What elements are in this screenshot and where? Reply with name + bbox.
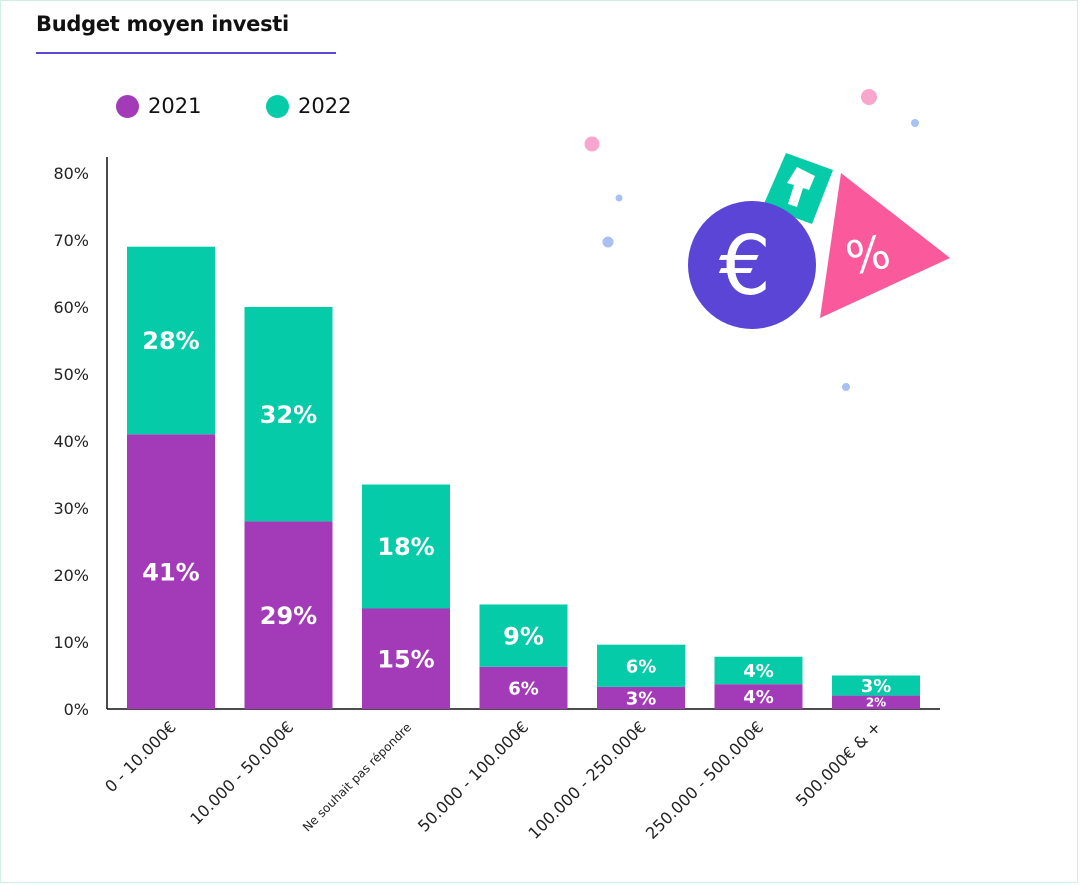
y-tick-label: 80% [53, 164, 89, 183]
decor-dot [615, 194, 623, 202]
decor-dot [602, 236, 614, 248]
bar-value-label: 29% [260, 602, 317, 630]
legend-label-2021: 2021 [148, 94, 202, 118]
legend-item-2021: 2021 [116, 94, 201, 118]
bar-value-label: 3% [861, 676, 892, 697]
y-tick-label: 0% [64, 700, 89, 719]
bar-value-label: 6% [508, 678, 539, 699]
y-tick-label: 60% [53, 298, 89, 317]
legend-label-2022: 2022 [298, 94, 352, 118]
bar-segment [714, 656, 803, 685]
bar-segment [127, 434, 215, 709]
x-category-label: 500.000€ & + [792, 717, 885, 810]
legend-swatch-2022 [266, 94, 289, 118]
x-category-label: 10.000 - 50.000€ [186, 717, 297, 828]
y-tick-label: 40% [53, 432, 89, 451]
y-tick-label: 70% [53, 231, 89, 250]
bar-value-label: 32% [260, 401, 317, 429]
bar-value-label: 2% [866, 696, 886, 710]
euro-icon: € [719, 219, 771, 314]
bar-value-label: 4% [743, 687, 774, 708]
bar-value-label: 9% [503, 622, 544, 650]
bar-segment [597, 686, 685, 709]
decor-dot [861, 89, 877, 105]
x-category-label: 100.000 - 250.000€ [524, 717, 649, 842]
chart-title: Budget moyen investi [36, 12, 289, 36]
x-category-label: 0 - 10.000€ [101, 717, 180, 796]
y-tick-label: 10% [53, 633, 89, 652]
bar-segment [479, 604, 568, 667]
bar-segment [244, 307, 333, 522]
bar-value-label: 18% [377, 533, 434, 561]
legend-swatch-2021 [116, 94, 139, 118]
bar-value-label: 15% [377, 645, 434, 673]
bar-value-label: 28% [142, 327, 199, 355]
percent-triangle [820, 173, 950, 318]
decor-dot [584, 136, 600, 152]
bar-segment [244, 521, 333, 709]
bar-segment [362, 608, 450, 709]
y-tick-label: 20% [53, 566, 89, 585]
bar-value-label: 41% [142, 558, 199, 586]
bar-value-label: 4% [743, 661, 774, 682]
x-category-label: 50.000 - 100.000€ [414, 717, 532, 835]
decor-dot [911, 119, 919, 127]
bar-segment [127, 246, 215, 435]
bar-segment [832, 675, 920, 696]
legend-item-2022: 2022 [266, 94, 351, 118]
bar-value-label: 3% [626, 688, 657, 709]
bar-segment [597, 644, 685, 687]
bar-segment [714, 684, 803, 709]
bar-segment [362, 484, 450, 609]
title-underline [36, 52, 336, 54]
up-arrow-icon [787, 167, 815, 207]
bar-segment [832, 695, 920, 709]
x-category-label: 250.000 - 500.000€ [642, 717, 767, 842]
y-tick-label: 30% [53, 499, 89, 518]
decor-dot [842, 383, 850, 391]
bar-value-label: 6% [626, 656, 657, 677]
y-tick-label: 50% [53, 365, 89, 384]
euro-coin [688, 201, 816, 329]
bar-segment [479, 666, 568, 709]
x-category-label: Ne souhait pas répondre [300, 720, 414, 834]
